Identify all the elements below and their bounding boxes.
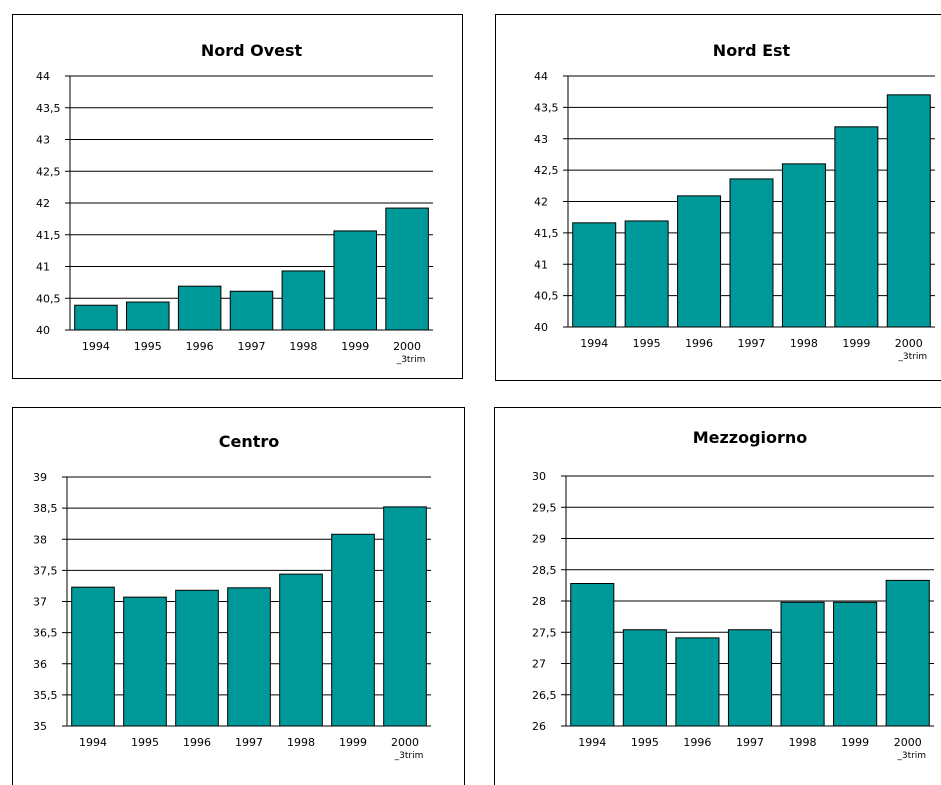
y-tick-label: 37 [33, 596, 47, 609]
bar [279, 573, 323, 727]
y-tick-label: 42,5 [36, 165, 61, 178]
chart-title: Nord Ovest [201, 41, 303, 60]
y-tick-label: 27 [532, 658, 546, 671]
y-tick-label: 44 [534, 70, 548, 83]
y-tick-label: 42,5 [534, 164, 559, 177]
bar [729, 178, 774, 328]
bar [675, 637, 720, 727]
y-tick-label: 43 [36, 134, 50, 147]
x-tick-label: 1995 [131, 736, 159, 749]
y-tick-label: 40,5 [534, 290, 559, 303]
bar [385, 207, 429, 331]
y-tick-label: 42 [36, 197, 50, 210]
y-tick-label: 29,5 [532, 501, 557, 514]
bar [175, 589, 219, 727]
bar [333, 230, 377, 331]
y-tick-label: 43 [534, 133, 548, 146]
x-tick-label: 2000 _3trim [393, 340, 425, 365]
x-tick-label: 1998 [790, 337, 818, 350]
bar [229, 290, 274, 331]
y-tick-label: 30 [532, 470, 546, 483]
bar [572, 222, 617, 328]
bar [227, 587, 271, 727]
y-tick-label: 29 [532, 533, 546, 546]
bar [885, 579, 930, 727]
x-tick-label: 1994 [82, 340, 110, 353]
x-tick-label: 1996 [186, 340, 214, 353]
x-tick-label: 2000 _3trim [895, 337, 927, 362]
x-tick-label: 1999 [841, 736, 869, 749]
y-tick-label: 37,5 [33, 564, 58, 577]
x-tick-label: 1995 [631, 736, 659, 749]
x-tick-label: 1994 [580, 337, 608, 350]
bar [74, 304, 118, 331]
x-tick-label: 1998 [287, 736, 315, 749]
bar [886, 94, 931, 328]
y-tick-label: 38,5 [33, 502, 58, 515]
y-tick-label: 28 [532, 595, 546, 608]
x-tick-label: 1995 [633, 337, 661, 350]
y-tick-label: 41 [36, 261, 50, 274]
bar [71, 586, 115, 727]
y-tick-label: 40 [36, 324, 50, 337]
y-tick-label: 26 [532, 720, 546, 733]
y-tick-label: 36,5 [33, 627, 58, 640]
y-tick-label: 44 [36, 70, 50, 83]
bar [123, 596, 167, 727]
x-tick-label: 1996 [683, 736, 711, 749]
bar [677, 195, 722, 328]
bar [781, 163, 826, 328]
x-tick-label: 1997 [738, 337, 766, 350]
bar [126, 301, 170, 331]
y-tick-label: 35,5 [33, 689, 58, 702]
x-tick-label: 1997 [235, 736, 263, 749]
bar [780, 601, 825, 727]
y-tick-label: 41,5 [534, 227, 559, 240]
y-tick-label: 27,5 [532, 626, 557, 639]
y-tick-label: 38 [33, 533, 47, 546]
y-tick-label: 26,5 [532, 689, 557, 702]
x-tick-label: 1998 [289, 340, 317, 353]
chart-title: Mezzogiorno [693, 428, 808, 447]
chart-title: Centro [219, 432, 280, 451]
bar [570, 583, 615, 727]
y-tick-label: 40 [534, 321, 548, 334]
bar [833, 601, 878, 727]
bar [727, 629, 773, 727]
bar [622, 629, 667, 727]
y-tick-label: 43,5 [36, 102, 61, 115]
x-tick-label: 2000 _3trim [391, 736, 423, 761]
chart-title: Nord Est [713, 41, 791, 60]
bar [331, 533, 375, 727]
bar [281, 270, 326, 331]
x-tick-label: 1994 [79, 736, 107, 749]
y-tick-label: 39 [33, 471, 47, 484]
x-tick-label: 1997 [736, 736, 764, 749]
x-tick-label: 1999 [339, 736, 367, 749]
bar [834, 126, 879, 328]
x-tick-label: 2000 _3trim [894, 736, 926, 761]
bar [177, 285, 222, 331]
y-tick-label: 41,5 [36, 229, 61, 242]
panel [494, 407, 941, 785]
x-tick-label: 1997 [238, 340, 266, 353]
y-tick-label: 43,5 [534, 101, 559, 114]
y-tick-label: 40,5 [36, 292, 61, 305]
x-tick-label: 1999 [341, 340, 369, 353]
y-tick-label: 35 [33, 720, 47, 733]
x-tick-label: 1996 [685, 337, 713, 350]
bar [383, 506, 427, 727]
x-tick-label: 1994 [578, 736, 606, 749]
x-tick-label: 1996 [183, 736, 211, 749]
x-tick-label: 1995 [134, 340, 162, 353]
x-tick-label: 1998 [789, 736, 817, 749]
y-tick-label: 41 [534, 258, 548, 271]
y-tick-label: 36 [33, 658, 47, 671]
y-tick-label: 42 [534, 196, 548, 209]
y-tick-label: 28,5 [532, 564, 557, 577]
bar [624, 220, 669, 328]
x-tick-label: 1999 [842, 337, 870, 350]
